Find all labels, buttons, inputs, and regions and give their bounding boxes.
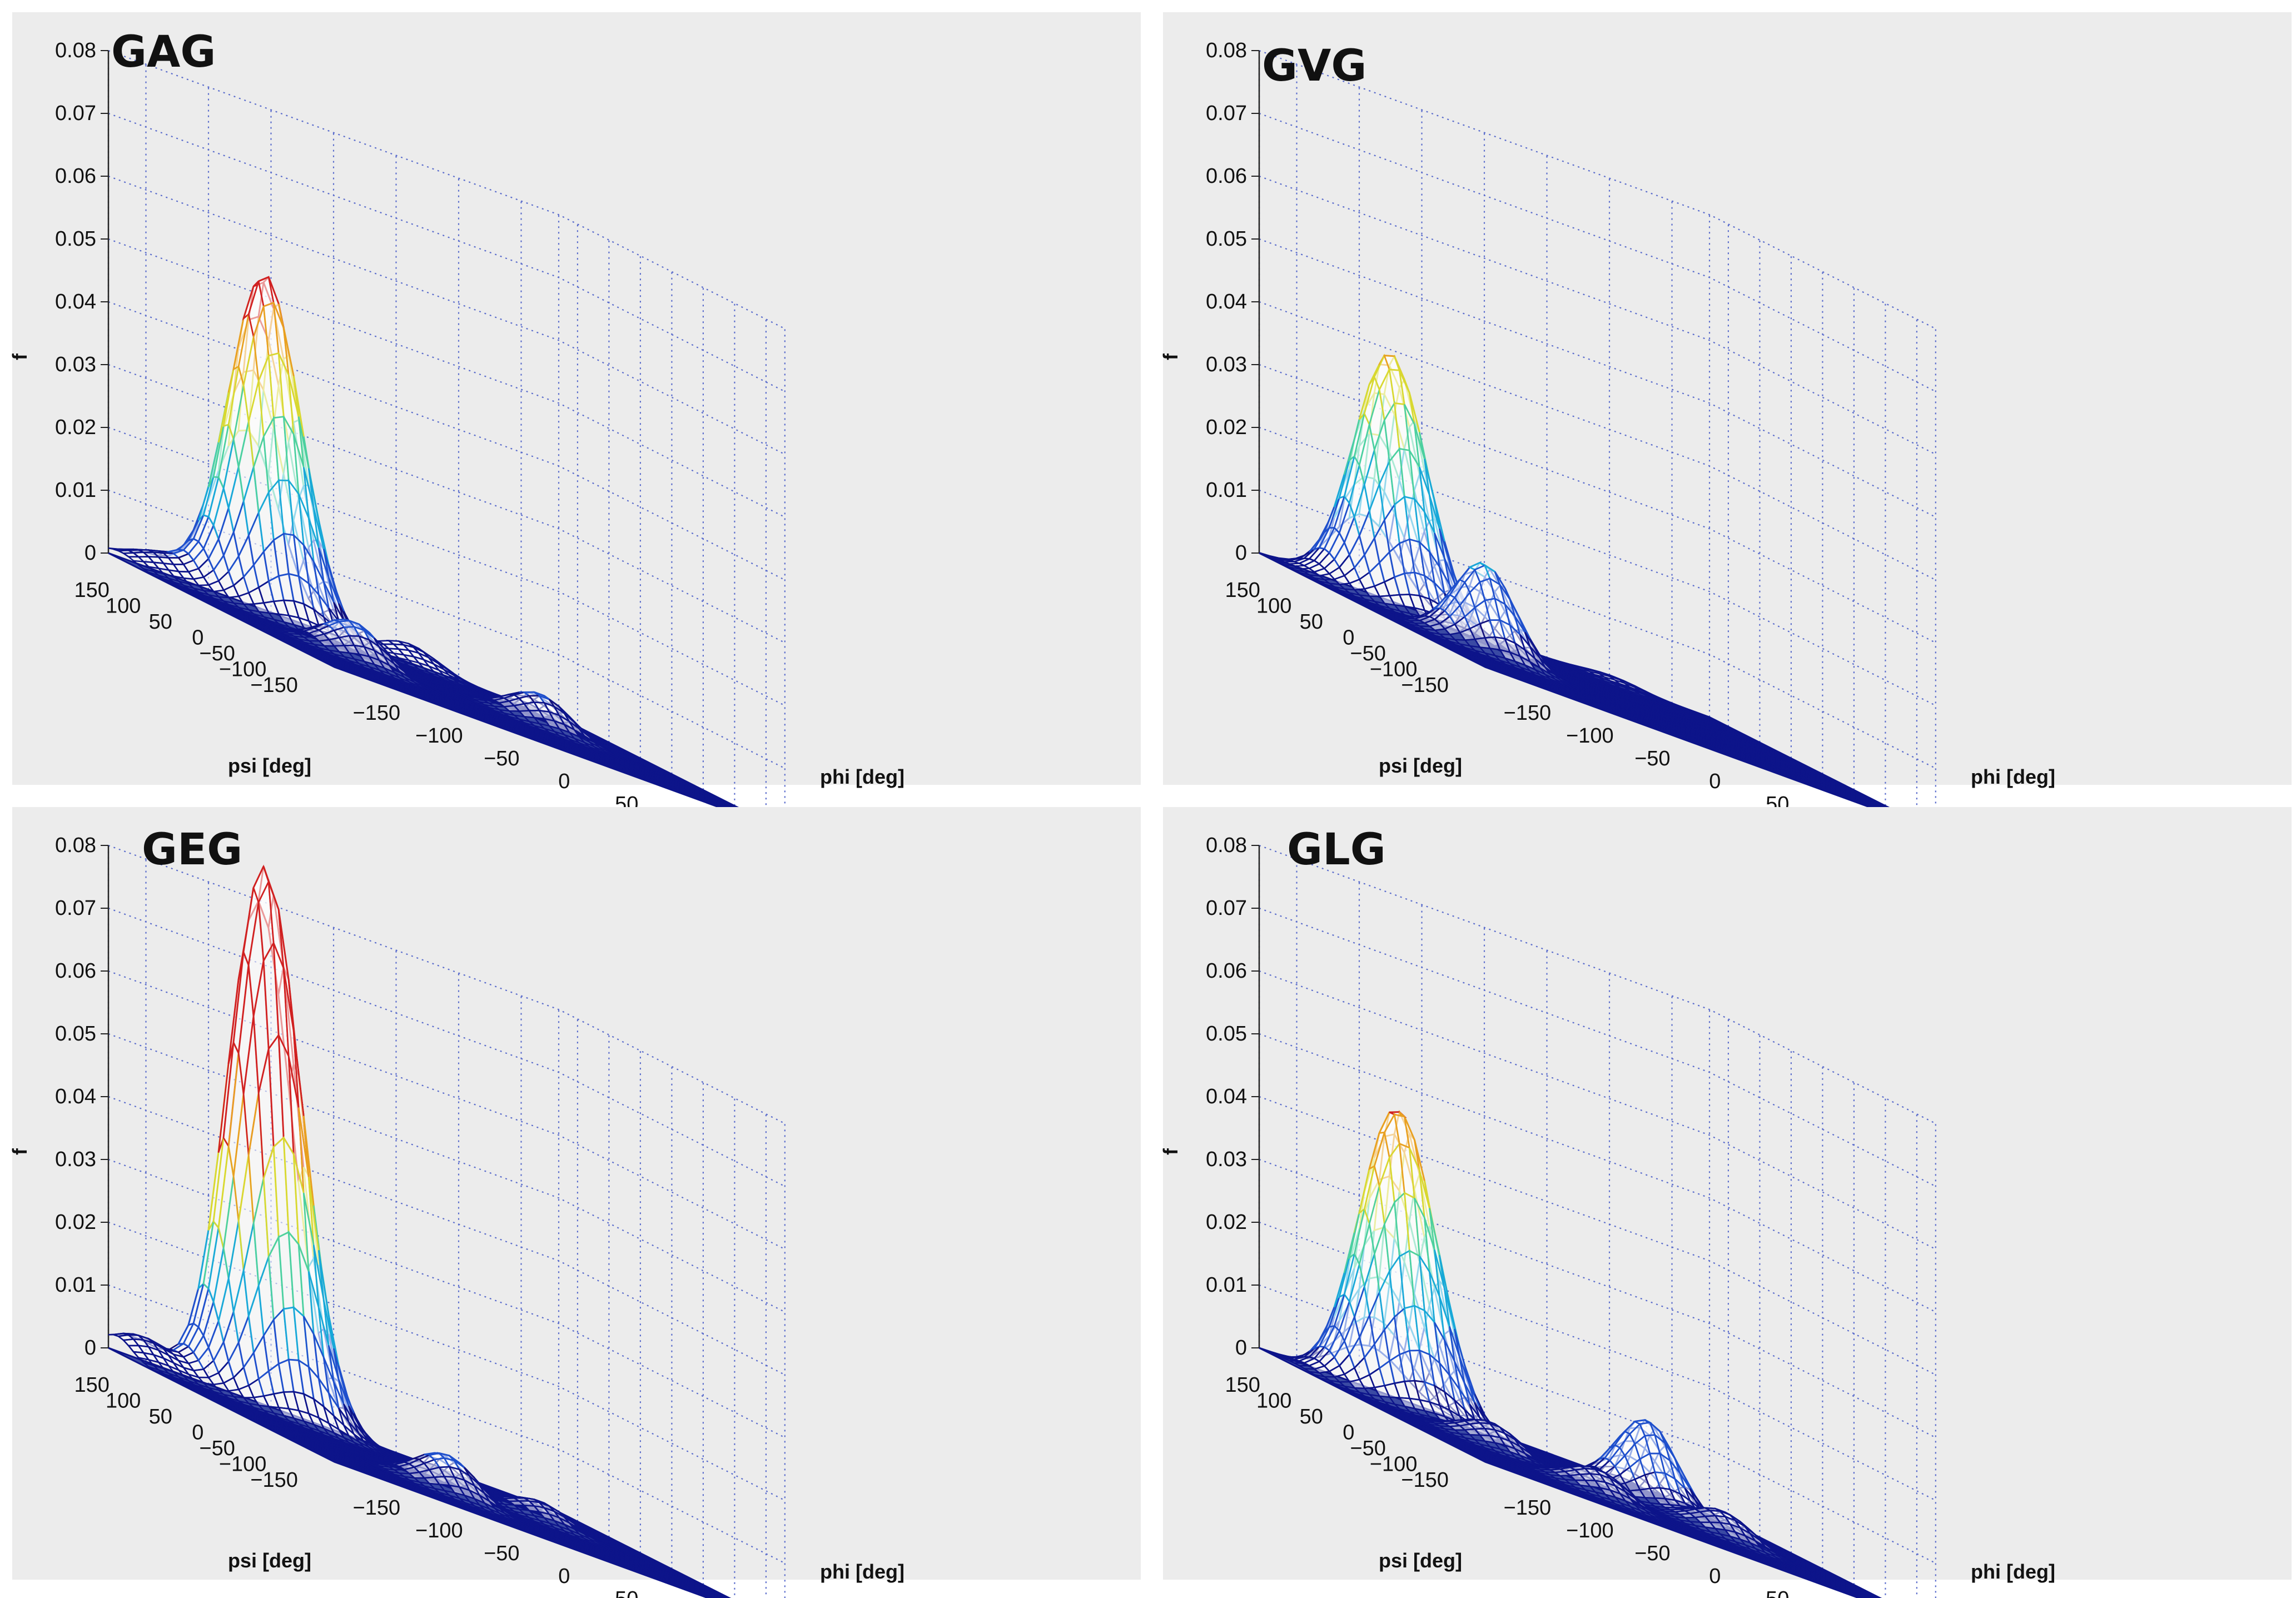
z-tick-label: 0.06 [55,165,96,188]
mesh-segment [398,657,409,661]
psi-tick-label: 0 [192,626,203,650]
mesh-segment [203,590,214,593]
mesh-segment [133,560,144,562]
wall-grid-line [108,301,786,581]
z-tick-label: 0.02 [55,416,96,439]
mesh-segment [153,570,164,575]
wall-grid-line [108,112,786,392]
panel-gvg: 00.010.020.030.040.050.060.070.08−150−10… [1159,12,2292,862]
axes-background [12,12,1141,785]
wall-grid-line [108,175,786,455]
z-tick-label: 0.01 [55,479,96,502]
psi-tick-label: −50 [199,642,235,665]
z-tick-label: 0.08 [55,39,96,62]
wall-grid-line [108,364,786,644]
mesh-segment [188,583,199,586]
panel-gag: 0 0.01 0.02 0.03 0.04 0.05 0.06 0.07 0.08 −150 −10… [8,12,1141,862]
mesh-segment [274,619,284,623]
wall-grid-line [108,238,786,518]
mesh-segment [193,588,204,591]
phi-tick-label: −100 [415,724,463,748]
psi-tick-label: 50 [149,610,172,634]
phi-tick-label: −150 [353,701,401,725]
phi-axis-label: phi [deg] [820,765,905,788]
surface-mesh [108,276,786,832]
z-tick-label: 0.05 [55,227,96,251]
psi-tick-label: 100 [106,595,141,618]
mesh-segment [218,596,229,599]
f-axis-label: f [8,353,31,360]
mesh-segment [249,609,259,613]
z-tick-label: 0.07 [55,102,96,125]
phi-tick-label: 0 [558,770,570,793]
wall-grid-line [108,49,786,330]
wall-grid-line [108,489,786,769]
psi-tick-label: 150 [74,579,109,602]
axes-background [1163,12,2292,785]
psi-axis-label: psi [deg] [228,754,311,777]
mesh-segment [163,573,174,577]
wall-grid-line [108,426,786,706]
mesh-segment [208,594,219,598]
mesh-segment [233,602,244,605]
panel-title: GAG [111,27,216,77]
z-tick-label: 0.03 [55,353,96,376]
phi-tick-label: −50 [484,747,519,770]
mesh-segment [438,669,449,676]
z-tick-label: 0.04 [55,290,96,313]
z-tick-label: 0 [85,541,96,565]
mesh-segment [408,659,419,664]
mesh-segment [138,564,149,567]
mesh-segment [178,580,189,585]
